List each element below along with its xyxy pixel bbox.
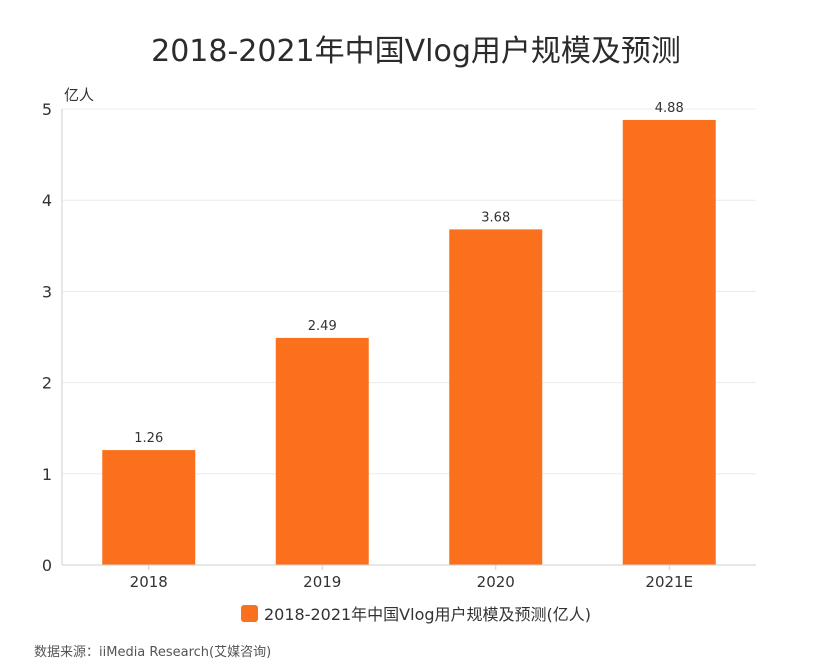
data-label: 1.26 [134,431,163,446]
y-tick-label: 4 [42,191,52,210]
bar-chart: 1.26 2.49 3.68 4.88 0 1 2 3 4 5 2018 2019 2020 2021E [42,100,756,591]
y-tick-label: 0 [42,556,52,575]
legend-swatch [240,604,258,622]
x-tick-label: 2019 [303,573,341,591]
y-tick-label: 1 [42,465,52,484]
chart-title: 2018-2021年中国Vlog用户规模及预测 [151,34,681,69]
legend-label: 2018-2021年中国Vlog用户规模及预测(亿人) [263,605,592,624]
y-axis-unit-label: 亿人 [64,86,95,104]
x-tick-label: 2021E [645,573,693,591]
bar-2018 [102,450,196,565]
x-tick-label: 2020 [477,573,515,591]
source-note: 数据来源：iiMedia Research(艾媒咨询) [34,645,272,660]
data-labels: 1.26 2.49 3.68 4.88 [134,101,683,446]
axes: 0 1 2 3 4 5 2018 2019 2020 2021E [42,100,756,591]
bars [102,119,716,565]
data-label: 3.68 [481,210,510,225]
bar-2019 [275,337,369,565]
legend: 2018-2021年中国Vlog用户规模及预测(亿人) [0,601,832,625]
y-tick-label: 2 [42,374,52,393]
bar-2020 [449,229,543,565]
x-tick-label: 2018 [130,573,168,591]
data-label: 2.49 [308,319,337,334]
data-label: 4.88 [655,101,684,116]
y-tick-label: 3 [42,282,52,301]
y-tick-label: 5 [42,100,52,119]
bar-2021e [622,119,716,565]
